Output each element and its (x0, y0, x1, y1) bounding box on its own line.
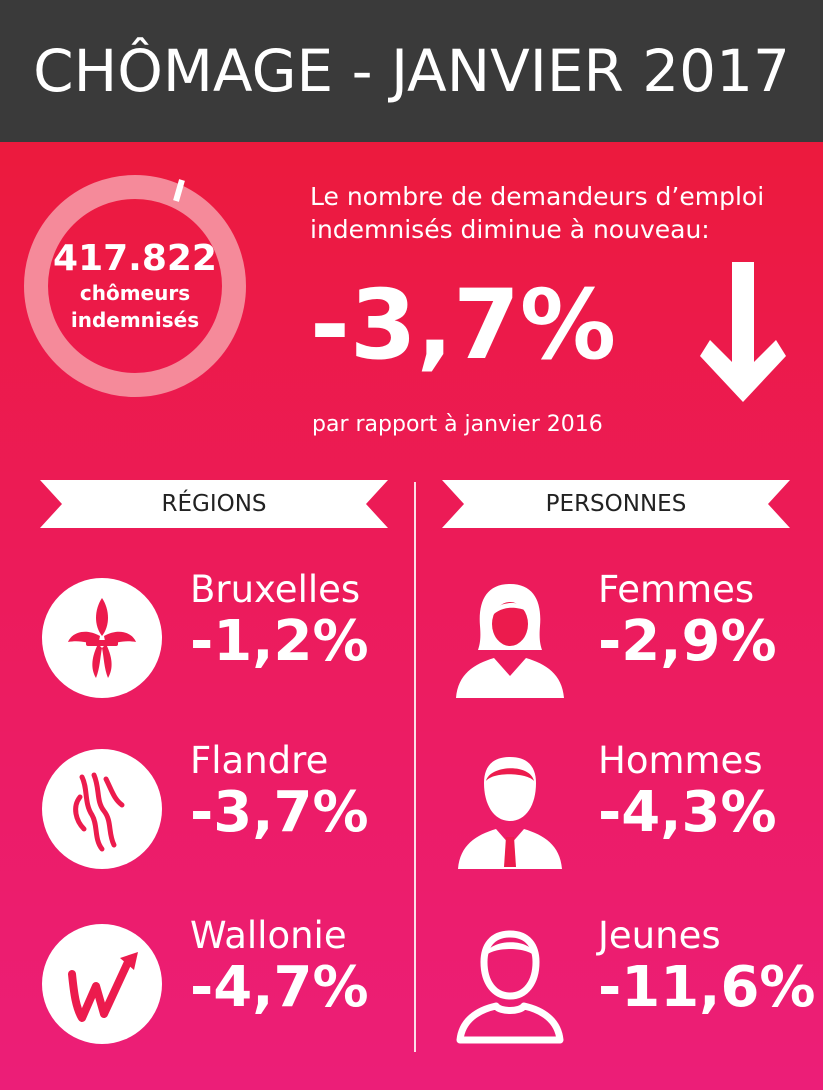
person-name: Hommes (598, 739, 763, 782)
person-name: Femmes (598, 568, 755, 611)
comparison-text: par rapport à janvier 2016 (312, 412, 603, 437)
down-arrow-icon (700, 262, 786, 402)
region-name: Flandre (190, 739, 329, 782)
persons-heading: PERSONNES (545, 491, 687, 517)
column-divider (414, 482, 416, 1052)
region-flandre: Flandre -3,7% (42, 739, 422, 879)
count-label-line1: chômeurs (79, 281, 191, 305)
count-label-line2: indemnisés (70, 308, 200, 332)
header-bar: CHÔMAGE - JANVIER 2017 (0, 0, 823, 142)
regions-heading: RÉGIONS (161, 491, 267, 517)
person-hommes: Hommes -4,3% (450, 739, 823, 879)
young-person-icon (456, 930, 564, 1044)
overall-change: -3,7% (310, 269, 617, 381)
iris-flower-icon (42, 578, 162, 698)
person-femmes: Femmes -2,9% (450, 568, 823, 708)
headline-line1: Le nombre de demandeurs d’emploi (310, 182, 765, 211)
person-change: -11,6% (598, 955, 816, 1020)
ribbon-regions: RÉGIONS (40, 480, 388, 528)
donut-summary: 417.822 chômeurs indemnisés (24, 175, 246, 397)
headline-line2: indemnisés diminue à nouveau: (310, 215, 710, 244)
total-count: 417.822 (53, 238, 217, 279)
ribbon-shape-icon (442, 480, 790, 528)
lion-icon (42, 749, 162, 869)
page-title: CHÔMAGE - JANVIER 2017 (33, 37, 790, 105)
region-wallonie: Wallonie -4,7% (42, 914, 422, 1054)
region-change: -1,2% (190, 609, 369, 674)
main-panel: 417.822 chômeurs indemnisés Le nombre de… (0, 142, 823, 1090)
person-change: -2,9% (598, 609, 777, 674)
ribbon-shape-icon (40, 480, 388, 528)
woman-icon (456, 584, 564, 698)
region-change: -4,7% (190, 955, 369, 1020)
region-name: Bruxelles (190, 568, 361, 611)
region-change: -3,7% (190, 780, 369, 845)
person-name: Jeunes (598, 914, 721, 957)
headline: Le nombre de demandeurs d’emploi indemni… (310, 180, 800, 246)
donut-ring-icon (24, 175, 246, 397)
ribbon-persons: PERSONNES (442, 480, 790, 528)
person-change: -4,3% (598, 780, 777, 845)
person-jeunes: Jeunes -11,6% (450, 914, 823, 1054)
region-name: Wallonie (190, 914, 347, 957)
region-bruxelles: Bruxelles -1,2% (42, 568, 422, 708)
man-icon (458, 757, 562, 869)
wallonie-logo-icon (42, 924, 162, 1044)
